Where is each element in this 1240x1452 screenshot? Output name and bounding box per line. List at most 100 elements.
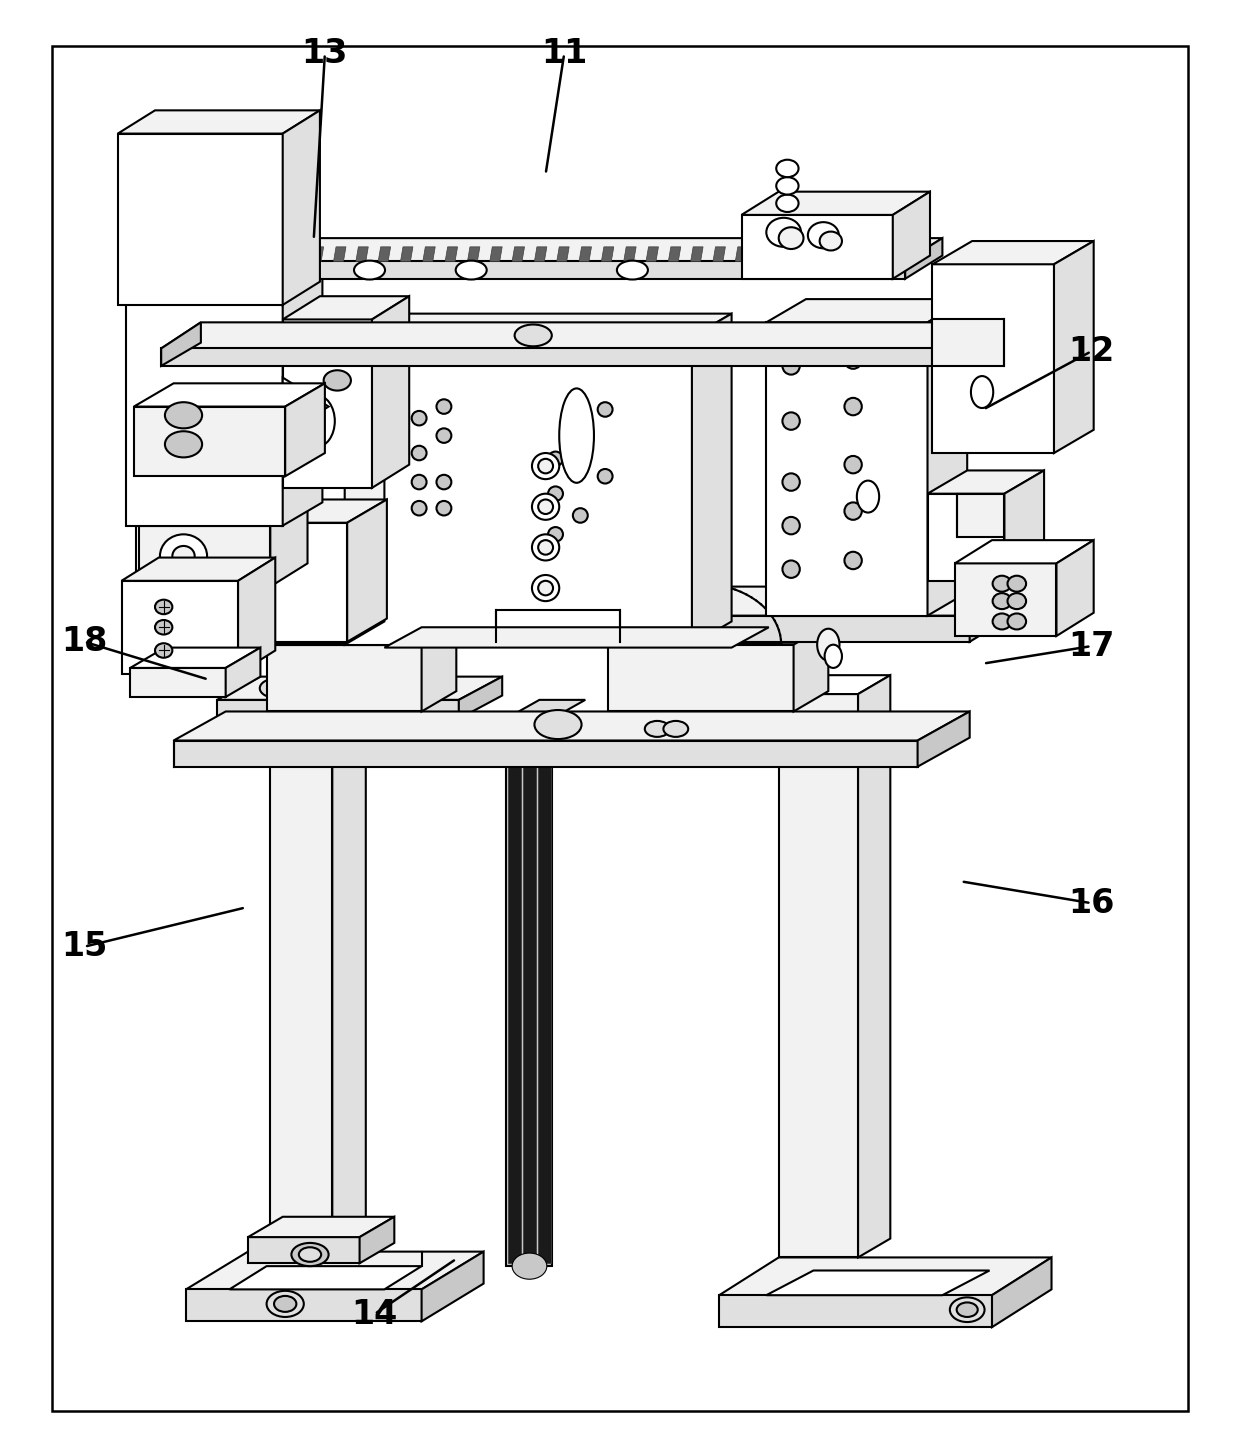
Polygon shape (139, 526, 270, 587)
Ellipse shape (776, 195, 799, 212)
Polygon shape (139, 504, 308, 526)
Polygon shape (334, 247, 346, 261)
Polygon shape (496, 610, 620, 642)
Polygon shape (289, 247, 301, 261)
Polygon shape (1054, 241, 1094, 453)
Ellipse shape (548, 527, 563, 542)
Ellipse shape (857, 481, 879, 513)
Ellipse shape (456, 261, 486, 280)
Ellipse shape (844, 502, 862, 520)
Text: 16: 16 (1068, 887, 1115, 919)
Ellipse shape (844, 456, 862, 473)
Polygon shape (624, 247, 636, 261)
Polygon shape (174, 741, 918, 767)
Ellipse shape (299, 1247, 321, 1262)
Polygon shape (264, 584, 425, 645)
Ellipse shape (436, 399, 451, 414)
Polygon shape (226, 648, 260, 697)
Polygon shape (217, 700, 459, 719)
Polygon shape (161, 348, 992, 366)
Ellipse shape (538, 581, 553, 595)
Polygon shape (918, 711, 970, 767)
Polygon shape (217, 677, 502, 700)
Ellipse shape (412, 411, 427, 425)
Ellipse shape (782, 473, 800, 491)
Ellipse shape (559, 389, 594, 482)
Ellipse shape (844, 351, 862, 369)
Polygon shape (668, 247, 681, 261)
Ellipse shape (155, 643, 172, 658)
Ellipse shape (260, 678, 290, 697)
Ellipse shape (1007, 592, 1025, 610)
Ellipse shape (267, 1291, 304, 1317)
Polygon shape (270, 504, 308, 587)
Polygon shape (779, 675, 890, 694)
Polygon shape (719, 1257, 1052, 1295)
Polygon shape (538, 726, 551, 1263)
Polygon shape (311, 247, 324, 261)
Polygon shape (238, 558, 275, 674)
Ellipse shape (776, 177, 799, 195)
Polygon shape (506, 700, 585, 719)
Ellipse shape (808, 222, 839, 248)
Polygon shape (422, 1252, 484, 1321)
Polygon shape (283, 378, 329, 436)
Ellipse shape (971, 376, 993, 408)
Polygon shape (136, 499, 387, 523)
Polygon shape (467, 247, 480, 261)
Text: 13: 13 (301, 38, 348, 70)
Polygon shape (270, 682, 332, 1252)
Ellipse shape (165, 402, 202, 428)
Polygon shape (869, 247, 882, 261)
Polygon shape (174, 711, 970, 741)
Polygon shape (957, 494, 1004, 537)
Polygon shape (378, 247, 391, 261)
Ellipse shape (412, 446, 427, 460)
Polygon shape (130, 668, 226, 697)
Polygon shape (646, 247, 658, 261)
Ellipse shape (538, 499, 553, 514)
Polygon shape (779, 694, 858, 1257)
Polygon shape (130, 648, 260, 668)
Ellipse shape (782, 517, 800, 534)
Polygon shape (892, 247, 904, 261)
Ellipse shape (782, 357, 800, 375)
Polygon shape (932, 264, 1054, 453)
Ellipse shape (779, 227, 804, 250)
Ellipse shape (532, 494, 559, 520)
Polygon shape (1004, 470, 1044, 581)
Ellipse shape (950, 1298, 985, 1321)
Polygon shape (248, 238, 285, 279)
Polygon shape (122, 581, 238, 674)
Polygon shape (229, 1266, 422, 1289)
Ellipse shape (993, 576, 1012, 592)
Polygon shape (802, 247, 815, 261)
Polygon shape (928, 299, 967, 616)
Ellipse shape (782, 412, 800, 430)
Polygon shape (735, 247, 748, 261)
Polygon shape (401, 247, 413, 261)
Polygon shape (523, 726, 536, 1263)
Polygon shape (422, 624, 456, 711)
Text: 15: 15 (61, 931, 108, 963)
Ellipse shape (957, 1302, 977, 1317)
Polygon shape (932, 241, 1094, 264)
Polygon shape (858, 675, 890, 1257)
Polygon shape (445, 247, 458, 261)
Ellipse shape (538, 459, 553, 473)
Polygon shape (345, 314, 732, 337)
Text: 17: 17 (1068, 630, 1115, 662)
Polygon shape (534, 247, 547, 261)
Polygon shape (285, 383, 325, 476)
Ellipse shape (532, 453, 559, 479)
Polygon shape (126, 256, 322, 279)
Text: 11: 11 (541, 38, 588, 70)
Polygon shape (905, 238, 942, 279)
Polygon shape (267, 247, 279, 261)
Ellipse shape (286, 645, 351, 682)
Ellipse shape (598, 469, 613, 484)
Polygon shape (512, 247, 525, 261)
Polygon shape (893, 192, 930, 279)
Polygon shape (780, 247, 792, 261)
Polygon shape (248, 261, 905, 279)
